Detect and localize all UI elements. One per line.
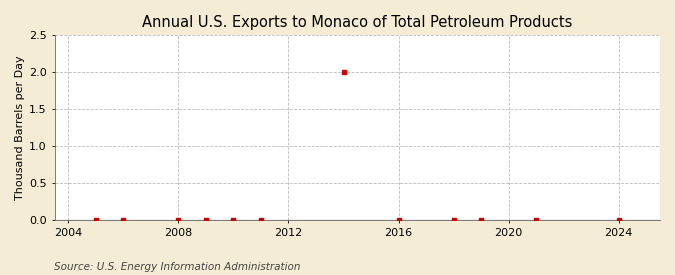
- Text: Source: U.S. Energy Information Administration: Source: U.S. Energy Information Administ…: [54, 262, 300, 272]
- Title: Annual U.S. Exports to Monaco of Total Petroleum Products: Annual U.S. Exports to Monaco of Total P…: [142, 15, 572, 30]
- Y-axis label: Thousand Barrels per Day: Thousand Barrels per Day: [15, 56, 25, 200]
